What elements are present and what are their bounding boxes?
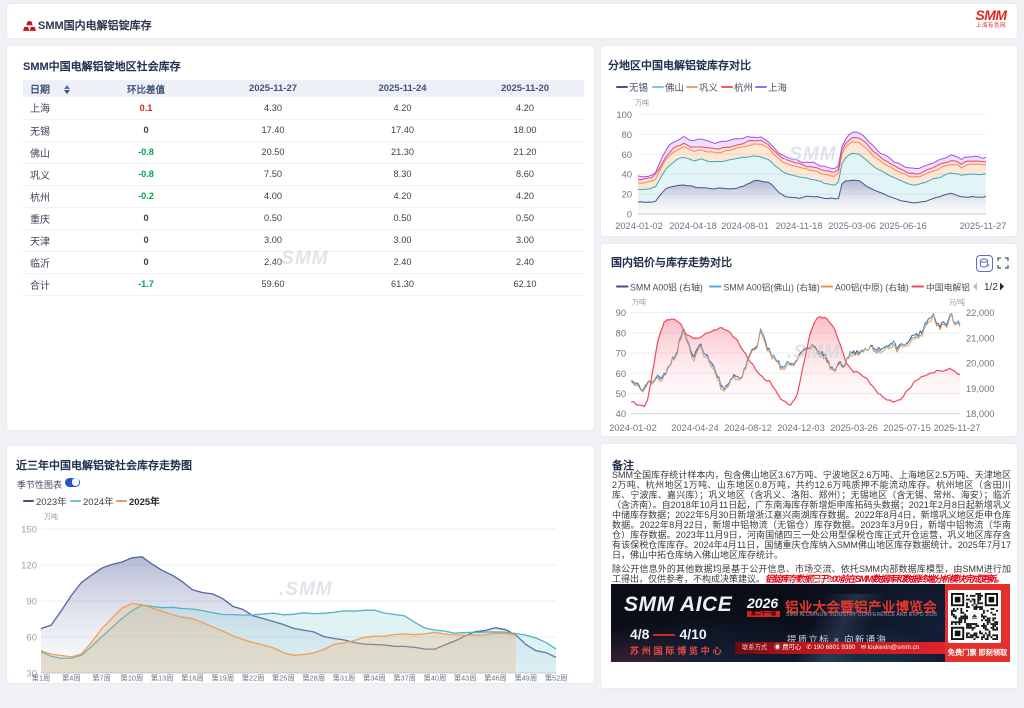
svg-text:2025-06-16: 2025-06-16	[879, 221, 927, 231]
svg-text:第10周: 第10周	[121, 674, 144, 683]
svg-text:30: 30	[26, 669, 37, 680]
svg-text:佛山: 佛山	[665, 82, 684, 94]
svg-text:20: 20	[622, 190, 632, 200]
svg-text:2025年: 2025年	[129, 496, 160, 508]
svg-text:40: 40	[616, 409, 626, 419]
svg-text:无锡: 无锡	[629, 82, 648, 94]
svg-text:A00铝(中原) (右轴): A00铝(中原) (右轴)	[835, 282, 909, 293]
svg-text:70: 70	[616, 349, 626, 359]
svg-text:2025-07-15: 2025-07-15	[883, 423, 931, 433]
svg-text:2025-11-27: 2025-11-27	[934, 423, 981, 433]
svg-text:第28周: 第28周	[302, 674, 325, 683]
svg-text:2024-01-02: 2024-01-02	[609, 423, 657, 433]
svg-text:2023年: 2023年	[36, 496, 67, 508]
svg-text:2024-08-12: 2024-08-12	[724, 423, 772, 433]
svg-text:2024-11-18: 2024-11-18	[776, 221, 823, 231]
svg-text:2024-04-18: 2024-04-18	[669, 221, 717, 231]
svg-text:60: 60	[26, 633, 37, 644]
svg-text:第49周: 第49周	[514, 674, 537, 683]
svg-text:60: 60	[616, 369, 626, 379]
svg-text:2024-12-03: 2024-12-03	[777, 423, 825, 433]
svg-text:SMM A00铝(佛山) (右轴): SMM A00铝(佛山) (右轴)	[724, 282, 820, 293]
svg-text:2025-03-26: 2025-03-26	[830, 423, 878, 433]
svg-text:第1周: 第1周	[32, 674, 51, 683]
svg-text:杭州: 杭州	[734, 82, 753, 94]
svg-text:100: 100	[616, 110, 632, 120]
svg-text:2024-04-24: 2024-04-24	[671, 423, 719, 433]
svg-text:第7周: 第7周	[92, 674, 111, 683]
svg-text:2024-08-01: 2024-08-01	[721, 221, 769, 231]
svg-text:第43周: 第43周	[454, 674, 477, 683]
svg-text:1/2: 1/2	[984, 282, 998, 293]
svg-text:60: 60	[622, 150, 632, 160]
svg-text:19,000: 19,000	[966, 384, 994, 394]
svg-text:21,000: 21,000	[966, 333, 994, 343]
svg-text:2024-01-02: 2024-01-02	[615, 221, 663, 231]
svg-text:120: 120	[21, 561, 37, 572]
svg-text:第46周: 第46周	[484, 674, 507, 683]
svg-text:上海: 上海	[768, 82, 788, 94]
svg-text:万吨: 万吨	[635, 98, 649, 107]
svg-text:中国电解铝: 中国电解铝	[926, 282, 970, 293]
svg-text:2024年: 2024年	[83, 496, 114, 508]
svg-text:第19周: 第19周	[211, 674, 234, 683]
svg-text:20,000: 20,000	[966, 359, 994, 369]
svg-text:第34周: 第34周	[363, 674, 386, 683]
svg-text:第22周: 第22周	[242, 674, 265, 683]
svg-text:第16周: 第16周	[181, 674, 204, 683]
svg-text:80: 80	[622, 130, 632, 140]
svg-text:0: 0	[627, 210, 632, 220]
svg-text:第4周: 第4周	[62, 674, 81, 683]
svg-text:第52周: 第52周	[545, 674, 568, 683]
svg-text:SMM A00铝 (右轴): SMM A00铝 (右轴)	[630, 282, 703, 293]
svg-text:第37周: 第37周	[393, 674, 416, 683]
svg-text:万吨: 万吨	[632, 298, 646, 307]
svg-text:40: 40	[622, 170, 632, 180]
svg-text:150: 150	[21, 525, 37, 536]
svg-text:第31周: 第31周	[333, 674, 356, 683]
svg-text:18,000: 18,000	[966, 409, 994, 419]
svg-text:2025-11-27: 2025-11-27	[960, 221, 1007, 231]
svg-text:元/吨: 元/吨	[949, 298, 965, 307]
svg-text:第13周: 第13周	[151, 674, 174, 683]
svg-text:90: 90	[616, 308, 626, 318]
svg-text:22,000: 22,000	[966, 308, 994, 318]
svg-text:巩义: 巩义	[699, 83, 719, 94]
svg-text:万吨: 万吨	[44, 512, 58, 521]
svg-text:2025-03-06: 2025-03-06	[828, 221, 876, 231]
svg-text:第40周: 第40周	[424, 674, 447, 683]
svg-text:90: 90	[26, 597, 37, 608]
svg-text:80: 80	[616, 328, 626, 338]
svg-text:第25周: 第25周	[272, 674, 295, 683]
svg-text:50: 50	[616, 389, 626, 399]
